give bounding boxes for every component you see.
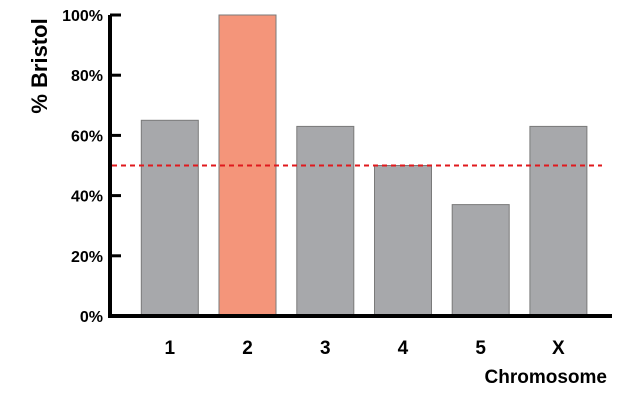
x-ticks-layer: 1 2 3 4 5 X [165, 338, 565, 359]
axes-layer [108, 15, 612, 318]
bars-layer [140, 14, 588, 317]
y-tick-label: 80% [71, 68, 103, 85]
y-ticks-layer: 0% 20% 40% 60% 80% 100% [62, 8, 121, 326]
x-axis-title: Chromosome [485, 367, 607, 388]
x-tick-label: 5 [475, 338, 486, 359]
x-tick-label: 3 [320, 338, 331, 359]
bar-chromosome-4 [374, 165, 432, 317]
y-tick-label: 60% [71, 128, 103, 145]
x-tick-label: 2 [242, 338, 253, 359]
y-tick-label: 40% [71, 189, 103, 206]
y-tick-label: 100% [62, 8, 103, 25]
y-tick-label: 0% [80, 309, 103, 326]
y-axis-title: % Bristol [27, 18, 52, 113]
bar-chromosome-3 [296, 125, 355, 317]
x-tick-label: 1 [165, 338, 176, 359]
bar-chromosome-1 [140, 119, 199, 317]
y-tick-label: 20% [71, 249, 103, 266]
bar-chromosome-x [529, 125, 588, 317]
x-tick-label: X [552, 338, 565, 359]
bar-chromosome-5 [451, 204, 510, 317]
x-tick-label: 4 [398, 338, 409, 359]
